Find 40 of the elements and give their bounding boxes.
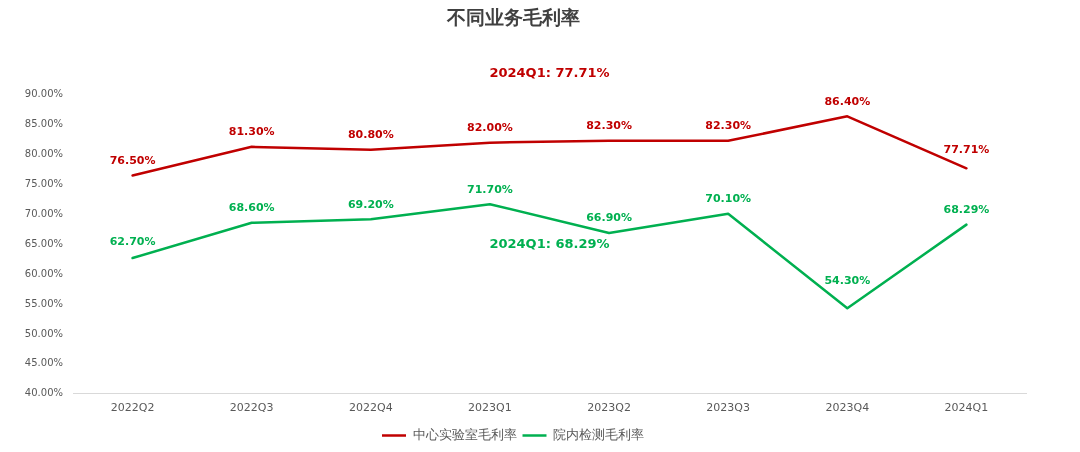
- chart-title: 不同业务毛利率: [445, 6, 580, 29]
- data-label: 69.20%: [347, 197, 394, 211]
- y-tick-label: 60.00%: [24, 267, 63, 279]
- data-label: 81.30%: [228, 125, 275, 139]
- data-label: 62.70%: [109, 235, 156, 249]
- data-label: 80.80%: [347, 128, 394, 142]
- y-tick-label: 45.00%: [24, 357, 63, 369]
- data-label: 66.90%: [586, 211, 632, 225]
- x-tick-label: 2022Q2: [110, 401, 155, 415]
- data-label: 54.30%: [824, 273, 871, 287]
- y-tick-label: 70.00%: [24, 207, 63, 219]
- legend-label: 院内检测毛利率: [553, 426, 644, 442]
- data-label: 86.40%: [824, 94, 871, 108]
- y-tick-label: 75.00%: [24, 178, 63, 190]
- legend-label: 中心实验室毛利率: [412, 426, 517, 442]
- y-tick-label: 50.00%: [24, 327, 63, 339]
- y-tick-label: 65.00%: [24, 237, 63, 249]
- annotation: 2024Q1: 68.29%: [489, 235, 610, 251]
- y-tick-label: 80.00%: [24, 148, 63, 160]
- x-tick-label: 2023Q3: [706, 401, 751, 415]
- y-tick-label: 90.00%: [24, 88, 63, 100]
- x-tick-label: 2022Q4: [348, 401, 393, 415]
- data-label: 70.10%: [705, 192, 752, 206]
- data-label: 77.71%: [943, 142, 990, 156]
- data-label: 82.30%: [586, 119, 632, 133]
- y-tick-label: 40.00%: [24, 387, 63, 399]
- data-label: 68.60%: [228, 201, 275, 215]
- x-tick-label: 2023Q4: [825, 401, 870, 415]
- x-tick-label: 2023Q2: [587, 401, 631, 415]
- y-tick-label: 55.00%: [24, 297, 63, 309]
- x-tick-label: 2022Q3: [229, 401, 274, 415]
- data-label: 82.00%: [467, 121, 513, 134]
- data-label: 68.29%: [943, 202, 990, 216]
- y-tick-label: 85.00%: [24, 118, 63, 130]
- x-tick-label: 2024Q1: [944, 401, 989, 415]
- data-label: 76.50%: [109, 153, 156, 167]
- x-tick-label: 2023Q1: [468, 401, 512, 415]
- data-label: 71.70%: [467, 182, 513, 196]
- text: 2024Q1: 77.71%: [489, 65, 610, 81]
- data-label: 82.30%: [705, 119, 752, 133]
